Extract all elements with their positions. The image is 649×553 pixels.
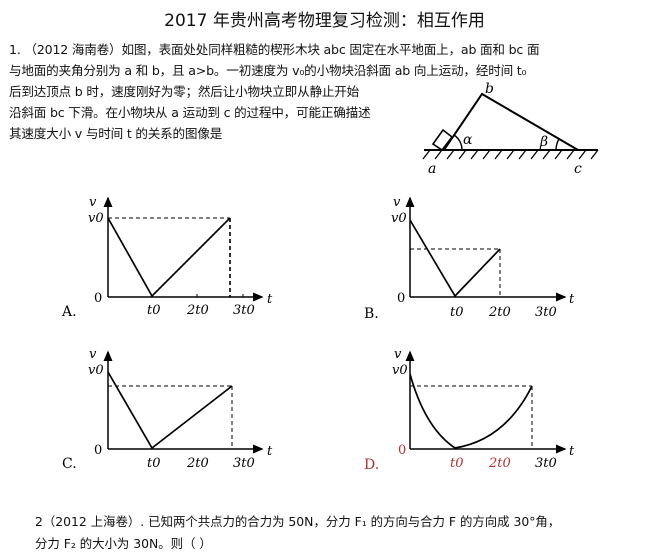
velocity-curve (107, 371, 233, 450)
option-a-graph[interactable]: v v0 0 t t0 2t0 3t0 A. (61, 195, 273, 320)
tick-t0: t0 (450, 456, 464, 471)
velocity-curve (107, 217, 231, 298)
question2-line-2: 分力 F₂ 的大小为 30N。则（ ） (35, 536, 212, 551)
question1-line-4: 沿斜面 bc 下滑。在小物块从 a 运动到 c 的过程中，可能正确描述 (9, 105, 371, 120)
label-beta: β (539, 134, 548, 150)
tick-t0: t0 (450, 305, 464, 320)
v0-label: v0 (88, 211, 104, 226)
tick-2t0: 2t0 (488, 305, 511, 320)
wedge-diagram (422, 92, 599, 160)
wedge-outline (443, 92, 579, 151)
t-label: t (267, 292, 273, 307)
option-label-d: D. (364, 457, 379, 473)
t-label: t (569, 292, 575, 307)
label-alpha: α (463, 132, 473, 148)
question1-line-1: 1. （2012 海南卷）如图，表面处处同样粗糙的楔形木块 abc 固定在水平地… (9, 42, 540, 57)
origin-label: 0 (94, 443, 102, 458)
label-c: c (574, 161, 582, 177)
tick-2t0: 2t0 (488, 456, 511, 471)
ground-hatching (422, 149, 599, 160)
t-label: t (267, 444, 273, 459)
v-label: v (89, 195, 97, 210)
v-label: v (394, 347, 402, 362)
question1-line-5: 其速度大小 v 与时间 t 的关系的图像是 (9, 126, 223, 141)
option-label-a: A. (61, 304, 77, 320)
t-label: t (569, 444, 575, 459)
question2-line-1: 2（2012 上海卷）. 已知两个共点力的合力为 50N，分力 F₁ 的方向与合… (35, 514, 561, 529)
tick-2t0: 2t0 (186, 303, 209, 318)
tick-3t0: 3t0 (233, 456, 255, 471)
tick-t0: t0 (147, 456, 161, 471)
option-c-graph[interactable]: v v0 0 t t0 2t0 3t0 C. (62, 347, 273, 472)
velocity-curve (409, 373, 533, 449)
option-label-b: B. (364, 306, 379, 322)
label-b: b (485, 81, 494, 97)
alpha-arc (453, 134, 463, 151)
v0-label: v0 (88, 363, 104, 378)
option-d-graph[interactable]: v v0 0 t t0 2t0 3t0 D. (364, 347, 575, 473)
tick-2t0: 2t0 (186, 456, 209, 471)
origin-label: 0 (94, 291, 102, 306)
v0-label: v0 (392, 363, 408, 378)
question1-line-2: 与地面的夹角分别为 a 和 b，且 a>b。一初速度为 v₀的小物块沿斜面 ab… (9, 63, 527, 78)
origin-label: 0 (398, 443, 406, 458)
tick-3t0: 3t0 (535, 456, 557, 471)
v0-label: v0 (391, 211, 407, 226)
tick-3t0: 3t0 (535, 305, 557, 320)
beta-arc (555, 138, 560, 151)
velocity-curve (409, 219, 501, 298)
tick-t0: t0 (147, 303, 161, 318)
block (431, 128, 454, 152)
option-b-graph[interactable]: v v0 0 t t0 2t0 3t0 B. (364, 195, 575, 322)
origin-label: 0 (397, 291, 405, 306)
page-title: 2017 年贵州高考物理复习检测：相互作用 (164, 11, 485, 31)
label-a: a (428, 161, 436, 177)
v-label: v (89, 347, 97, 362)
tick-3t0: 3t0 (233, 303, 255, 318)
question1-line-3: 后到达顶点 b 时，速度刚好为零；然后让小物块立即从静止开始 (9, 84, 360, 99)
option-label-c: C. (62, 456, 77, 472)
v-label: v (393, 195, 401, 210)
